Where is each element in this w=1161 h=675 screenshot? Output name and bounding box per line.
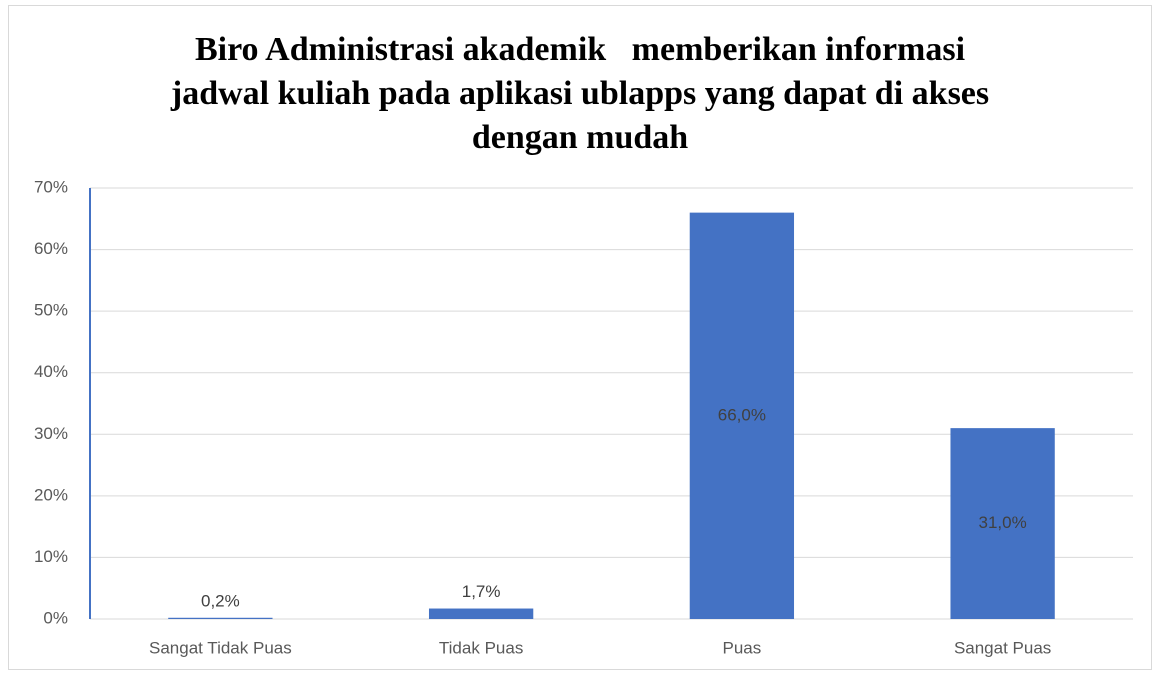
bar [689, 212, 795, 619]
chart-title: dengan mudah [472, 119, 688, 156]
data-label: 1,7% [462, 582, 501, 601]
y-tick-label: 70% [34, 177, 68, 196]
x-tick-label: Tidak Puas [439, 638, 523, 657]
data-label: 0,2% [201, 591, 240, 610]
y-tick-label: 50% [34, 301, 68, 320]
y-tick-label: 0% [43, 608, 68, 627]
data-label: 66,0% [718, 405, 766, 424]
bar [168, 617, 273, 619]
y-tick-label: 40% [34, 362, 68, 381]
chart-title: jadwal kuliah pada aplikasi ublapps yang… [170, 75, 989, 112]
bar [950, 428, 1055, 619]
x-tick-label: Puas [723, 638, 762, 657]
y-tick-label: 20% [34, 485, 68, 504]
bar [428, 608, 534, 619]
x-tick-label: Sangat Tidak Puas [149, 638, 292, 657]
chart-title: Biro Administrasi akademik memberikan in… [195, 31, 965, 68]
y-tick-label: 10% [34, 547, 68, 566]
y-tick-label: 60% [34, 239, 68, 258]
data-label: 31,0% [979, 513, 1027, 532]
x-tick-label: Sangat Puas [954, 638, 1051, 657]
y-tick-label: 30% [34, 424, 68, 443]
